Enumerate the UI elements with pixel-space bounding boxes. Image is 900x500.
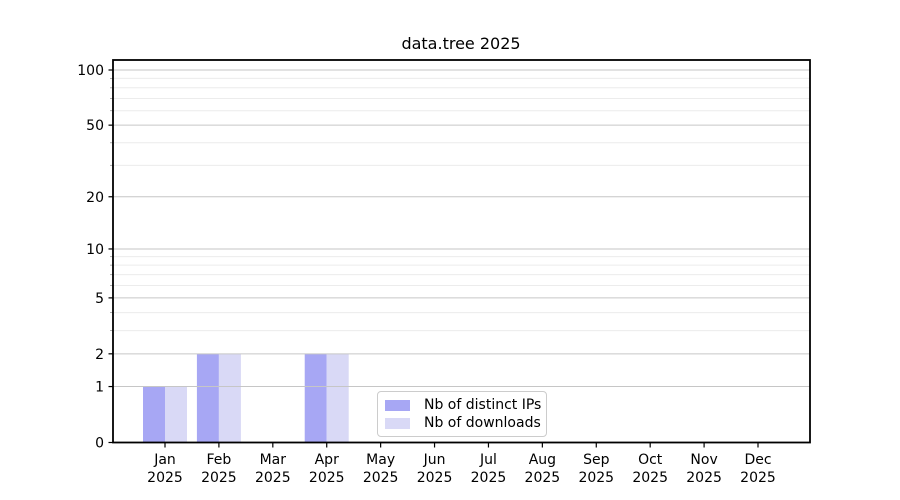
y-tick-label-1: 1	[95, 380, 104, 396]
y-tick-label-5: 5	[95, 291, 104, 307]
bar-nb-of-distinct-ips-apr	[304, 353, 327, 443]
x-tick-year-apr: 2025	[309, 470, 345, 486]
legend-item-distinct-ips: Nb of distinct IPs	[385, 397, 542, 413]
x-tick-label-jul: Jul	[479, 452, 497, 468]
labels-group: 0 1 2 5 10 20 50 100 Jan 2025 Feb 2025 Mar 2025 Apr 202…	[77, 63, 776, 486]
chart-title: data.tree 2025	[401, 34, 520, 53]
bars-group	[143, 353, 349, 443]
bar-nb-of-downloads-apr	[326, 353, 349, 443]
x-tick-label-dec: Dec	[744, 452, 771, 468]
bar-nb-of-distinct-ips-feb	[196, 353, 219, 443]
x-tick-year-jan: 2025	[147, 470, 183, 486]
y-tick-label-50: 50	[86, 118, 104, 134]
x-tick-year-mar: 2025	[255, 470, 291, 486]
x-tick-label-mar: Mar	[260, 452, 287, 468]
legend-swatch-downloads	[385, 417, 410, 429]
x-tick-year-oct: 2025	[632, 470, 668, 486]
x-tick-label-jan: Jan	[153, 452, 176, 468]
grid-group	[113, 69, 810, 388]
legend-label-distinct-ips: Nb of distinct IPs	[424, 397, 542, 413]
x-tick-label-feb: Feb	[207, 452, 232, 468]
y-tick-label-100: 100	[77, 63, 104, 79]
legend-item-downloads: Nb of downloads	[385, 415, 541, 431]
x-tick-label-apr: Apr	[315, 452, 339, 468]
x-tick-label-nov: Nov	[690, 452, 717, 468]
x-tick-year-may: 2025	[363, 470, 399, 486]
y-tick-label-20: 20	[86, 190, 104, 206]
plot-border	[112, 59, 811, 444]
legend-label-downloads: Nb of downloads	[424, 415, 541, 431]
bar-nb-of-downloads-jan	[165, 386, 187, 443]
x-tick-year-nov: 2025	[686, 470, 722, 486]
x-tick-year-sep: 2025	[578, 470, 614, 486]
x-tick-year-feb: 2025	[201, 470, 237, 486]
x-tick-label-sep: Sep	[583, 452, 610, 468]
bar-nb-of-downloads-feb	[218, 353, 241, 443]
x-tick-label-jun: Jun	[423, 452, 446, 468]
legend: Nb of distinct IPs Nb of downloads	[377, 391, 547, 437]
x-tick-label-oct: Oct	[638, 452, 663, 468]
x-tick-label-may: May	[366, 452, 395, 468]
y-tick-label-10: 10	[86, 242, 104, 258]
bar-nb-of-distinct-ips-jan	[143, 386, 165, 443]
y-tick-label-2: 2	[95, 347, 104, 363]
x-tick-year-jul: 2025	[471, 470, 507, 486]
x-tick-year-aug: 2025	[525, 470, 561, 486]
y-tick-label-0: 0	[95, 436, 104, 452]
x-tick-label-aug: Aug	[529, 452, 556, 468]
legend-swatch-distinct-ips	[385, 399, 410, 411]
x-tick-year-dec: 2025	[740, 470, 776, 486]
x-tick-year-jun: 2025	[417, 470, 453, 486]
